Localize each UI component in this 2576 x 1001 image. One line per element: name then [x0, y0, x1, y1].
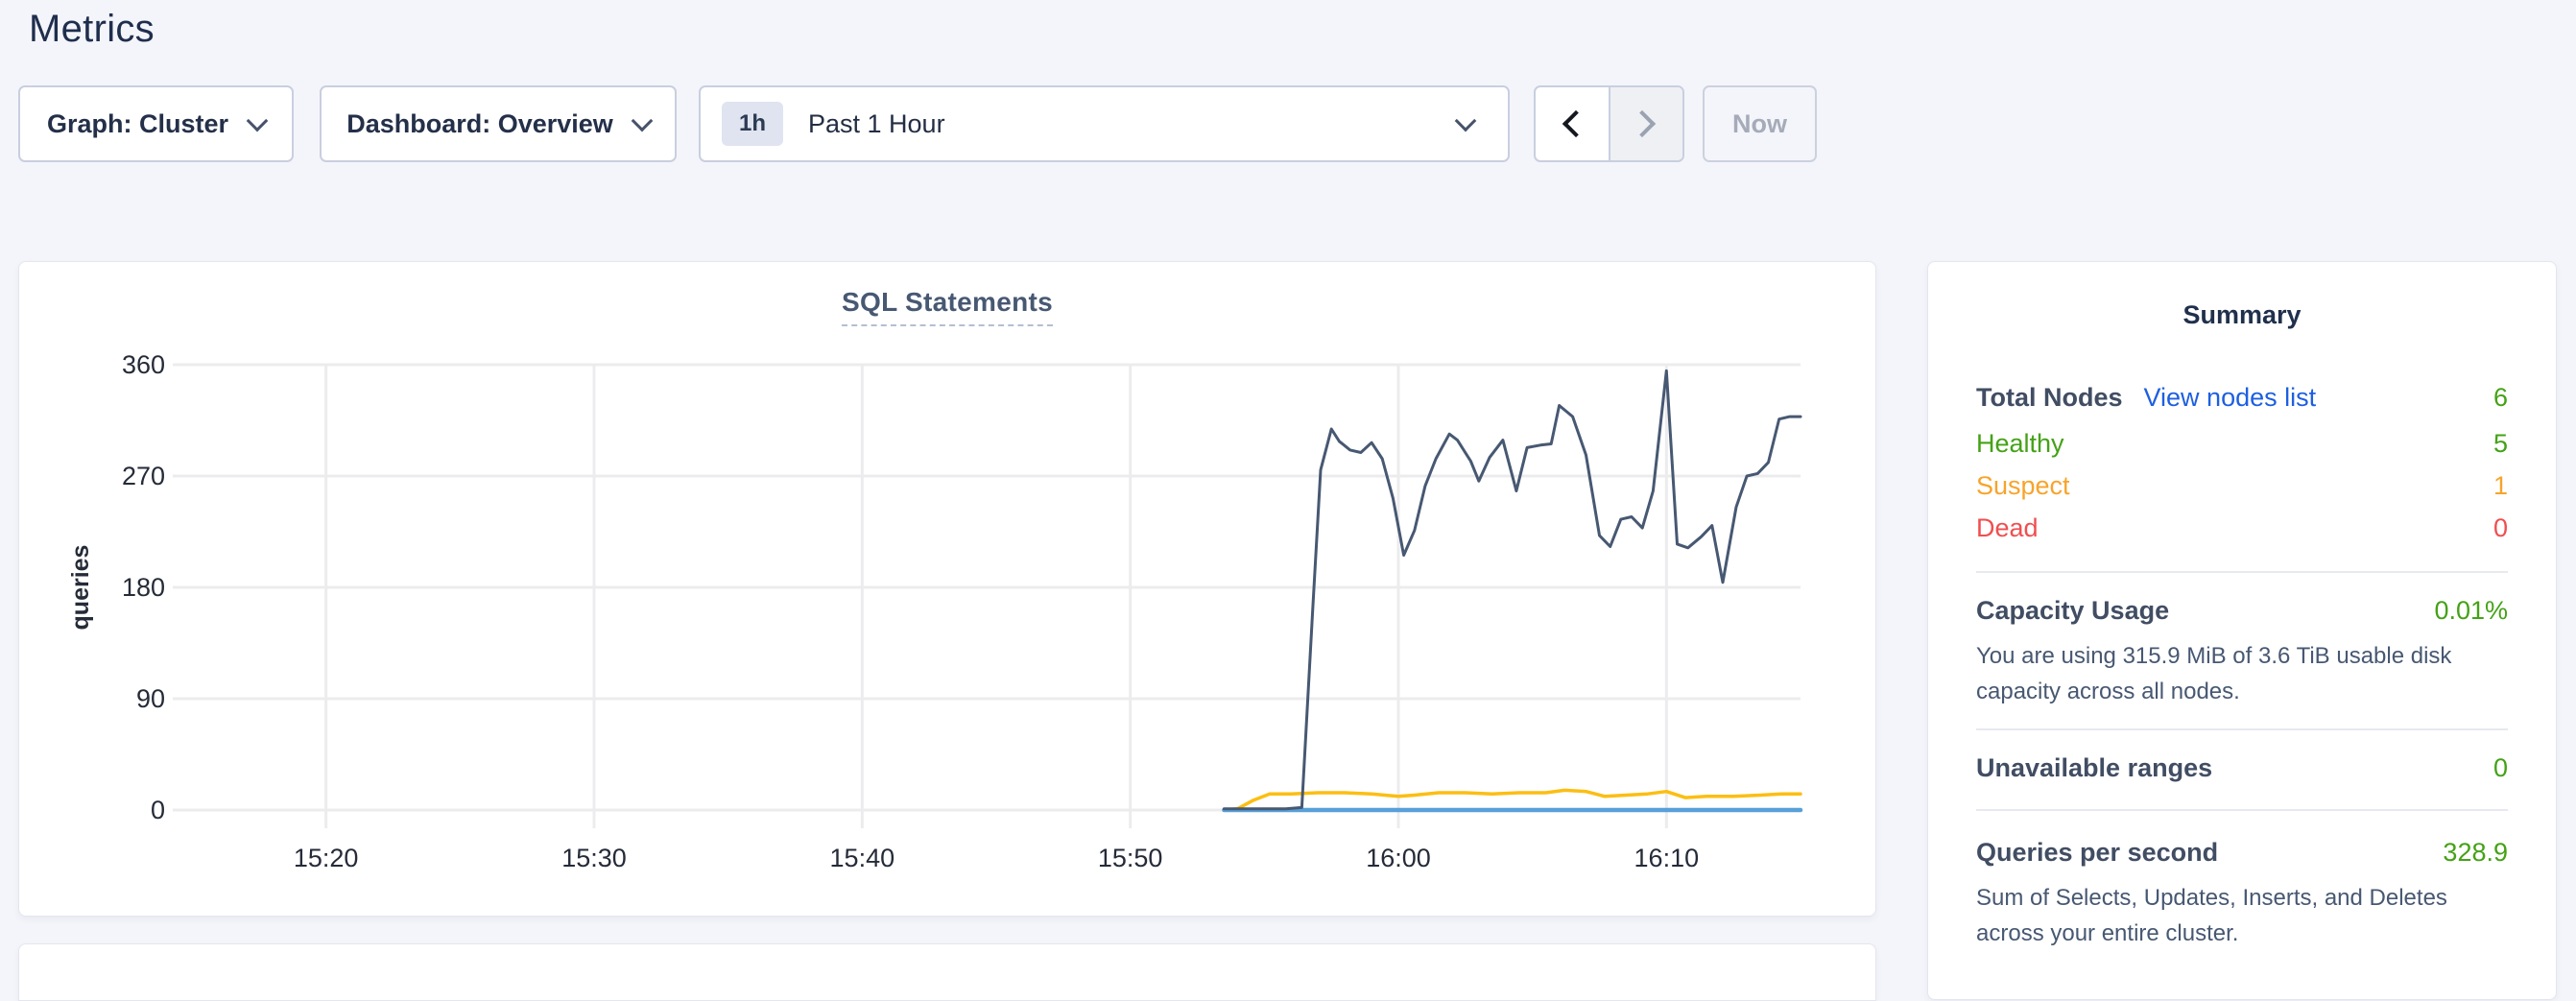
healthy-label: Healthy: [1976, 429, 2064, 458]
unavailable-ranges-label: Unavailable ranges: [1976, 753, 2213, 782]
svg-text:15:40: 15:40: [830, 844, 895, 872]
summary-title: Summary: [2182, 300, 2302, 329]
dead-value: 0: [2493, 513, 2508, 542]
dead-nodes-row: Dead 0: [1976, 513, 2508, 543]
healthy-nodes-row: Healthy 5: [1976, 429, 2508, 459]
dashboard-dropdown[interactable]: Dashboard: Overview: [320, 85, 677, 162]
svg-text:15:50: 15:50: [1098, 844, 1163, 872]
sql-statements-line-chart: 15:20 15:30 15:40 15:50 16:00 16:10 0 90 180 270 3…: [67, 350, 1803, 872]
chevron-down-icon: [1454, 109, 1477, 131]
capacity-usage-row: Capacity Usage 0.01%: [1976, 596, 2508, 626]
view-nodes-list-link[interactable]: View nodes list: [2143, 383, 2317, 412]
queries-per-second-description: Sum of Selects, Updates, Inserts, and De…: [1976, 885, 2447, 946]
svg-text:16:10: 16:10: [1634, 844, 1700, 872]
now-button-label: Now: [1732, 108, 1787, 138]
total-nodes-value: 6: [2493, 383, 2508, 412]
svg-text:15:20: 15:20: [294, 844, 359, 872]
chevron-left-icon: [1562, 109, 1589, 138]
queries-per-second-label: Queries per second: [1976, 838, 2219, 867]
divider: [1976, 809, 2508, 811]
series-navy: [1222, 369, 1802, 811]
capacity-usage-description: You are using 315.9 MiB of 3.6 TiB usabl…: [1976, 643, 2452, 704]
chevron-down-icon: [246, 109, 269, 131]
chevron-down-icon: [631, 109, 654, 131]
previous-time-button[interactable]: [1536, 87, 1609, 160]
time-range-label: Past 1 Hour: [808, 108, 945, 138]
time-range-select[interactable]: 1h Past 1 Hour: [699, 85, 1510, 162]
suspect-value: 1: [2493, 471, 2508, 500]
graph-dropdown[interactable]: Graph: Cluster: [18, 85, 294, 162]
total-nodes-row: Total Nodes View nodes list 6: [1976, 383, 2508, 413]
svg-text:15:30: 15:30: [561, 844, 627, 872]
unavailable-ranges-value: 0: [2493, 753, 2508, 782]
svg-text:queries: queries: [67, 545, 94, 631]
svg-text:0: 0: [151, 796, 165, 824]
svg-text:90: 90: [136, 684, 165, 713]
total-nodes-label: Total Nodes: [1976, 383, 2123, 412]
next-chart-card-partial: [18, 943, 1876, 1001]
divider: [1976, 571, 2508, 573]
time-range-badge: 1h: [722, 102, 783, 146]
summary-panel: Summary Total Nodes View nodes list 6 He…: [1927, 261, 2557, 1000]
healthy-value: 5: [2493, 429, 2508, 458]
dashboard-dropdown-label: Dashboard: Overview: [346, 108, 613, 138]
now-button[interactable]: Now: [1703, 85, 1817, 162]
unavailable-ranges-row: Unavailable ranges 0: [1976, 753, 2508, 783]
queries-per-second-row: Queries per second 328.9: [1976, 838, 2508, 868]
dead-label: Dead: [1976, 513, 2039, 542]
capacity-usage-label: Capacity Usage: [1976, 596, 2170, 625]
graph-dropdown-label: Graph: Cluster: [46, 108, 229, 138]
capacity-usage-value: 0.01%: [2434, 596, 2508, 625]
queries-per-second-value: 328.9: [2443, 838, 2508, 867]
suspect-label: Suspect: [1976, 471, 2070, 500]
sql-statements-chart-card: SQL Statements 15:20 15:30 15:40 15:50 16:00…: [18, 261, 1876, 917]
svg-text:16:00: 16:00: [1366, 844, 1431, 872]
svg-text:360: 360: [122, 350, 165, 379]
svg-text:180: 180: [122, 573, 165, 602]
chart-title: SQL Statements: [842, 287, 1053, 326]
series-yellow: [1222, 788, 1802, 812]
divider: [1976, 728, 2508, 730]
svg-text:270: 270: [122, 462, 165, 490]
chevron-right-icon: [1629, 109, 1657, 138]
page-title: Metrics: [29, 8, 155, 50]
suspect-nodes-row: Suspect 1: [1976, 471, 2508, 501]
next-time-button[interactable]: [1608, 87, 1682, 160]
time-step-button-group: [1534, 85, 1684, 162]
